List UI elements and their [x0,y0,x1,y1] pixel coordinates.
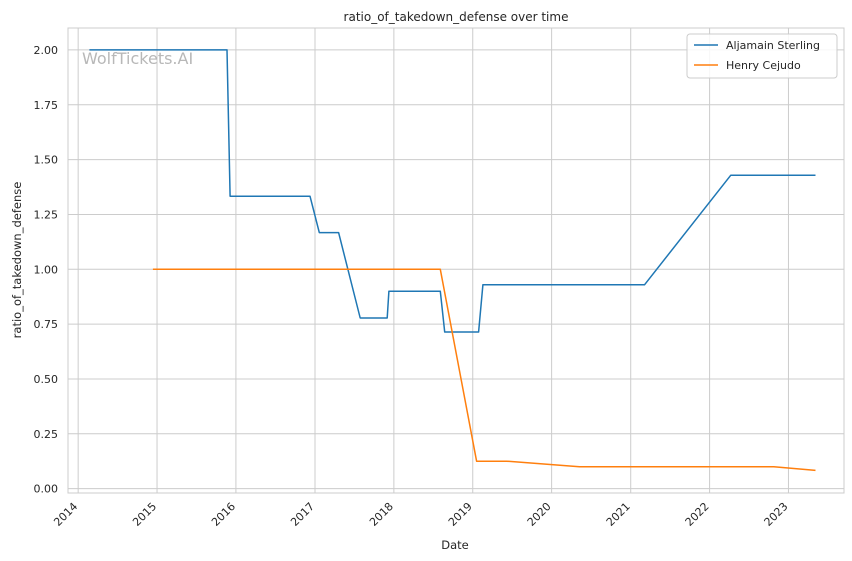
x-tick-label: 2019 [446,500,475,529]
x-tick-label: 2022 [683,500,712,529]
legend-box [686,33,838,79]
y-axis-title: ratio_of_takedown_defense [10,182,24,339]
series-line-henry-cejudo [152,268,816,472]
x-tick-label: 2023 [762,500,791,529]
plot-frame [67,27,845,494]
x-tick-labels: 2014 2015 2016 2017 2018 2019 2020 2021 2022 2023 [51,500,790,529]
legend: Aljamain Sterling Henry Cejudo [686,33,838,79]
x-tick-label: 2020 [525,500,554,529]
watermark-text: WolfTickets.AI [82,49,193,68]
legend-label-aljamain-sterling: Aljamain Sterling [726,39,820,52]
series-line-aljamain-sterling [89,49,816,333]
y-tick-label: 2.00 [34,44,59,57]
chart-title: ratio_of_takedown_defense over time [344,10,569,24]
y-tick-label: 0.25 [34,428,59,441]
y-tick-label: 0.00 [34,483,59,496]
y-tick-label: 0.75 [34,318,59,331]
y-tick-label: 1.50 [34,154,59,167]
y-tick-label: 1.25 [34,208,59,221]
y-tick-label: 1.00 [34,263,59,276]
x-tick-label: 2017 [288,500,317,529]
x-tick-label: 2015 [130,500,159,529]
legend-label-henry-cejudo: Henry Cejudo [726,59,801,72]
x-tick-label: 2014 [51,500,80,529]
x-tick-label: 2018 [367,500,396,529]
y-tick-label: 1.75 [34,99,59,112]
y-tick-labels: 0.00 0.25 0.50 0.75 1.00 1.25 1.50 1.75 2.00 [34,44,59,496]
plot-background [68,28,844,493]
x-axis-title: Date [441,538,469,552]
x-tick-label: 2016 [209,500,238,529]
series-lines [89,49,816,472]
x-gridlines [77,28,789,493]
y-tick-label: 0.50 [34,373,59,386]
x-tick-label: 2021 [604,500,633,529]
